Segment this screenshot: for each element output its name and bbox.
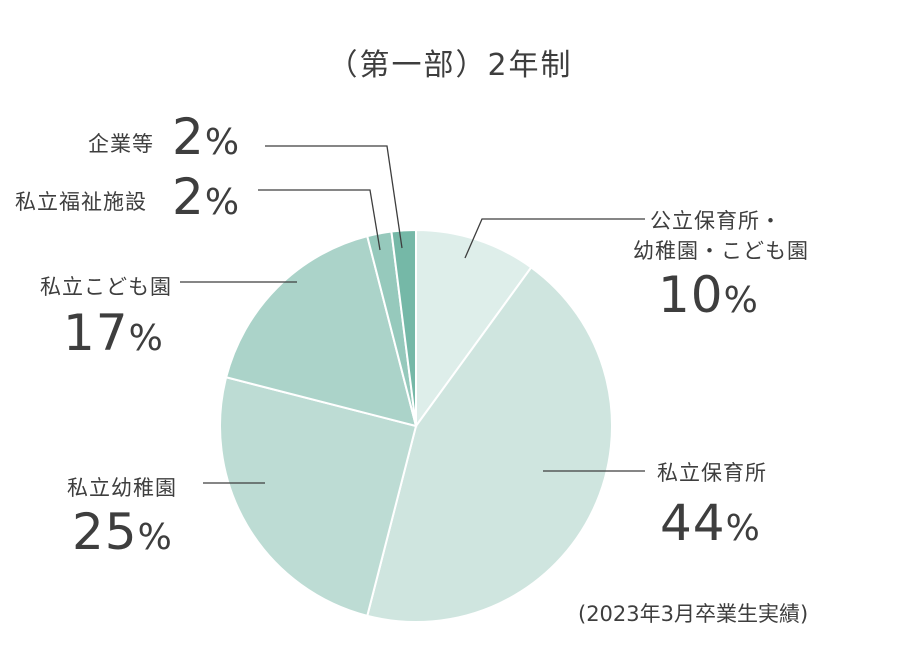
label-private-welfare: 私立福祉施設 [15,190,147,214]
chart-title: （第一部）2年制 [327,48,573,83]
pie-slice-private-kodomoen [224,234,418,428]
leader-companies [265,145,403,249]
pie-slice-private-nursery [366,266,614,623]
label-public-nursery-line1: 公立保育所・ [650,209,782,233]
value-private-welfare: 2% [172,168,241,226]
leader-private-welfare [258,189,381,251]
pie-slice-companies [390,228,417,427]
label-private-nursery: 私立保育所 [657,461,767,485]
pie-slice-public-nursery [415,228,533,430]
value-private-kodomoen: 17% [63,304,164,362]
label-private-kindergarten: 私立幼稚園 [67,476,177,500]
value-public-nursery: 10% [658,266,759,324]
label-companies: 企業等 [88,132,154,156]
value-private-kindergarten: 25% [72,503,173,561]
leader-public-nursery [464,218,645,259]
value-private-nursery: 44% [660,494,761,552]
label-public-nursery-line2: 幼稚園・こども園 [633,239,809,263]
value-companies: 2% [172,108,241,166]
footnote: (2023年3月卒業生実績) [578,602,809,626]
label-private-kodomoen: 私立こども園 [40,275,172,299]
pie-slice-private-kindergarten [219,376,418,618]
